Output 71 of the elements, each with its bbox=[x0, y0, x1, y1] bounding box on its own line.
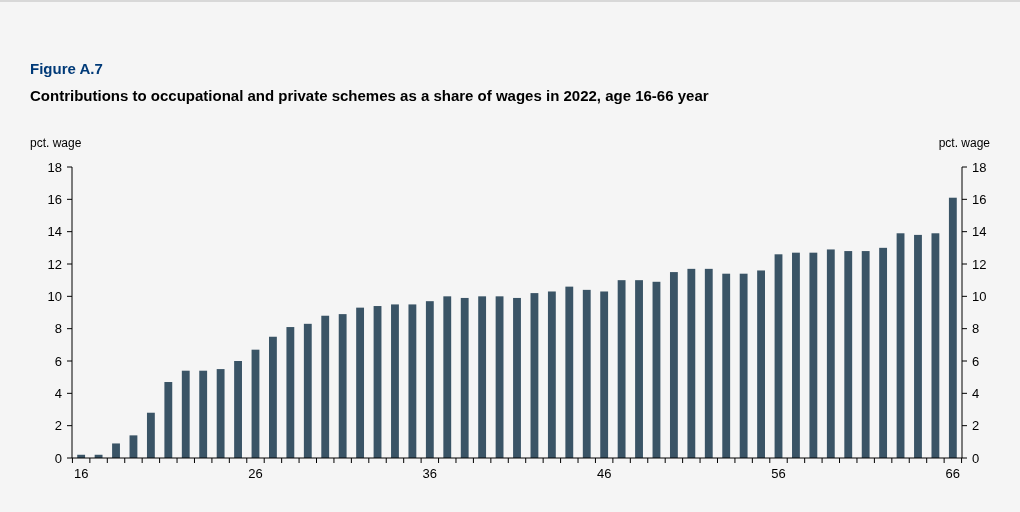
bar bbox=[425, 301, 434, 458]
y-tick-label: 18 bbox=[47, 159, 62, 175]
bar bbox=[547, 291, 556, 458]
bar bbox=[914, 234, 922, 458]
bar bbox=[269, 336, 277, 458]
y-tick-label: 0 bbox=[54, 450, 62, 466]
y2-tick-label: 4 bbox=[972, 385, 980, 401]
y-tick-label: 10 bbox=[47, 288, 62, 304]
chart-subtitle: Contributions to occupational and private schemes as a share of wages in 2022, age 16-66 year bbox=[30, 87, 709, 104]
bar bbox=[181, 370, 190, 458]
x-tick-label: 46 bbox=[596, 466, 612, 481]
bar bbox=[948, 197, 957, 458]
bar bbox=[669, 272, 678, 458]
y-tick-label: 2 bbox=[54, 418, 62, 434]
y2-tick-label: 18 bbox=[972, 159, 987, 175]
bar bbox=[460, 297, 469, 458]
bar bbox=[582, 289, 591, 458]
bar bbox=[478, 296, 487, 458]
bar bbox=[617, 280, 626, 458]
bar bbox=[286, 327, 295, 458]
bar bbox=[600, 291, 609, 458]
x-tick-label: 16 bbox=[73, 466, 89, 481]
bar bbox=[879, 247, 888, 458]
bar bbox=[722, 273, 731, 458]
bar bbox=[704, 268, 713, 458]
bar bbox=[565, 286, 574, 458]
bar bbox=[146, 412, 155, 458]
y2-tick-label: 14 bbox=[972, 224, 987, 240]
bar bbox=[687, 268, 696, 458]
y-axis-title: pct. wage bbox=[30, 136, 82, 150]
bar bbox=[216, 369, 225, 458]
y-tick-label: 14 bbox=[47, 224, 62, 240]
bar bbox=[356, 307, 365, 458]
bar bbox=[164, 382, 173, 458]
bar bbox=[826, 249, 835, 458]
bar bbox=[757, 270, 765, 458]
bar bbox=[112, 443, 120, 458]
y2-tick-label: 16 bbox=[972, 191, 987, 207]
bar bbox=[408, 304, 417, 458]
bar bbox=[338, 314, 347, 458]
y2-tick-label: 10 bbox=[972, 288, 987, 304]
x-tick-label: 36 bbox=[422, 466, 438, 481]
y-tick-label: 4 bbox=[54, 385, 62, 401]
bar bbox=[635, 280, 643, 458]
y-tick-label: 16 bbox=[47, 191, 62, 207]
y-tick-label: 6 bbox=[54, 353, 62, 369]
x-tick-label: 66 bbox=[945, 466, 961, 481]
bar bbox=[443, 296, 452, 458]
bar bbox=[513, 297, 521, 458]
y-tick-label: 12 bbox=[47, 256, 62, 272]
y2-tick-label: 0 bbox=[972, 450, 980, 466]
bar bbox=[931, 233, 940, 458]
y2-tick-label: 2 bbox=[972, 418, 980, 434]
bar bbox=[844, 251, 853, 458]
y-tick-label: 8 bbox=[54, 321, 62, 337]
bar bbox=[234, 361, 242, 458]
bar bbox=[303, 323, 312, 458]
bar bbox=[792, 252, 800, 458]
bar bbox=[861, 251, 870, 458]
y2-tick-label: 8 bbox=[972, 321, 980, 337]
chart-title: Figure A.7 bbox=[30, 60, 103, 77]
bar bbox=[809, 252, 818, 458]
x-tick-label: 26 bbox=[248, 466, 263, 481]
y2-tick-label: 12 bbox=[972, 256, 987, 272]
bar bbox=[321, 315, 330, 458]
bar bbox=[391, 304, 399, 458]
y2-tick-label: 6 bbox=[972, 353, 980, 369]
y2-axis-title: pct. wage bbox=[938, 136, 991, 150]
bar bbox=[199, 370, 208, 458]
x-tick-label: 56 bbox=[771, 466, 786, 481]
bar bbox=[739, 273, 748, 458]
